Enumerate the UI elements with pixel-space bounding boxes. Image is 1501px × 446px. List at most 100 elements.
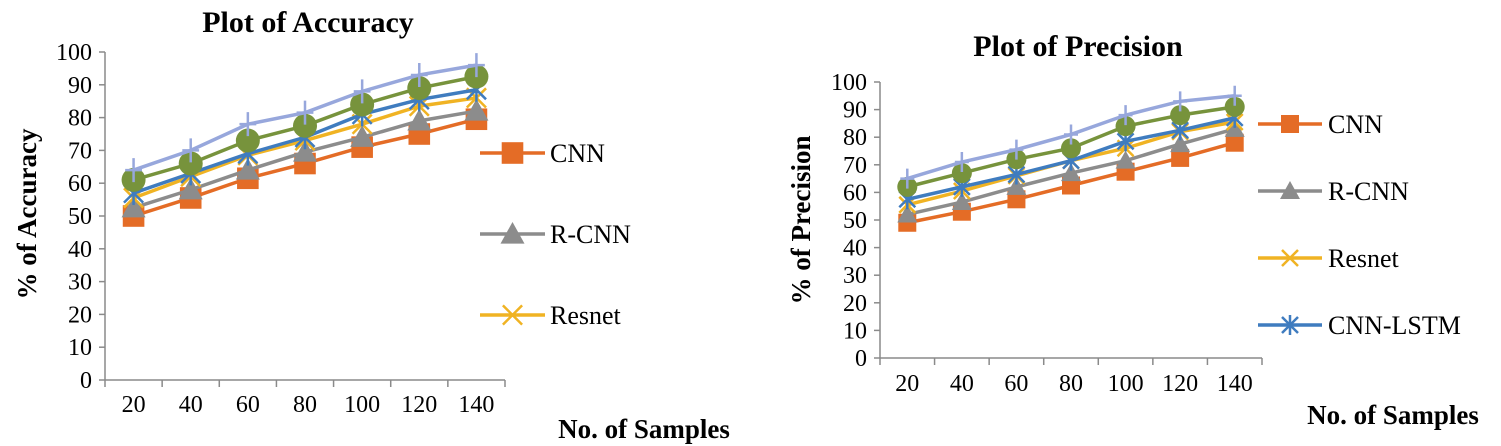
- legend-marker-resnet: [502, 304, 523, 326]
- data-point-series6: [296, 100, 314, 125]
- legend-item-r-cnn: R-CNN: [1258, 177, 1409, 206]
- x-tick-label: 100: [1108, 371, 1144, 397]
- legend-marker-r-cnn: [1280, 181, 1300, 199]
- y-tick-label: 80: [843, 125, 867, 151]
- legend-marker-r-cnn: [500, 222, 525, 244]
- y-tick-label: 30: [68, 270, 92, 296]
- y-tick-label: 90: [68, 73, 92, 99]
- y-tick-label: 20: [843, 291, 867, 317]
- data-point-r-cnn: [1006, 176, 1027, 195]
- legend-label-cnn: CNN: [1328, 110, 1383, 139]
- y-tick-label: 100: [831, 70, 867, 96]
- legend-item-resnet: Resnet: [1258, 244, 1400, 273]
- data-point-series5: [293, 113, 317, 138]
- data-point-r-cnn: [407, 108, 432, 131]
- y-tick-label: 40: [68, 237, 92, 263]
- y-tick-label: 20: [68, 302, 92, 328]
- data-point-series6: [239, 112, 257, 137]
- data-point-cnn: [1171, 148, 1190, 167]
- y-tick-label: 30: [843, 263, 867, 289]
- legend-marker-cnn: [1281, 115, 1299, 133]
- data-point-series5: [1224, 96, 1245, 117]
- data-point-r-cnn: [897, 204, 918, 223]
- x-tick-label: 120: [1162, 371, 1198, 397]
- x-tick-label: 40: [179, 392, 203, 418]
- y-tick-label: 60: [843, 180, 867, 206]
- legend-label-cnn-lstm: CNN-LSTM: [1328, 311, 1461, 340]
- data-point-series6: [954, 152, 969, 173]
- x-tick-label: 100: [344, 392, 380, 418]
- y-tick-label: 100: [56, 40, 92, 66]
- precision-chart: Plot of Precision No. of Samples % of Pr…: [786, 30, 1479, 430]
- x-tick-label: 140: [458, 392, 494, 418]
- x-tick-label: 60: [236, 392, 260, 418]
- data-point-series5: [1170, 105, 1191, 126]
- data-point-r-cnn: [178, 177, 203, 200]
- x-tick-label: 80: [293, 392, 317, 418]
- y-tick-label: 0: [855, 346, 867, 372]
- y-tick-label: 70: [843, 153, 867, 179]
- x-tick-label: 20: [895, 371, 919, 397]
- legend-label-resnet: Resnet: [1328, 244, 1400, 273]
- y-tick-label: 10: [68, 335, 92, 361]
- y-tick-label: 40: [843, 236, 867, 262]
- accuracy-chart: Plot of Accuracy No. of Samples % of Acc…: [12, 6, 730, 444]
- y-tick-label: 0: [80, 368, 92, 394]
- legend-marker-cnn-lstm: [1281, 315, 1299, 335]
- precision-x-axis-label: No. of Samples: [1307, 400, 1479, 430]
- x-tick-label: 80: [1059, 371, 1083, 397]
- data-point-series5: [178, 151, 203, 176]
- data-point-series5: [350, 92, 375, 117]
- data-point-r-cnn: [1170, 134, 1191, 153]
- data-point-series5: [1115, 116, 1136, 137]
- data-point-r-cnn: [1115, 150, 1136, 169]
- y-tick-label: 70: [68, 138, 92, 164]
- x-tick-label: 60: [1004, 371, 1028, 397]
- data-point-series6: [900, 168, 915, 189]
- data-point-series6: [1009, 139, 1024, 160]
- legend-item-cnn: CNN: [1258, 110, 1383, 139]
- legend-label-r-cnn: R-CNN: [1328, 177, 1409, 206]
- precision-y-axis-label: % of Precision: [786, 136, 816, 305]
- legend-marker-cnn: [501, 142, 524, 164]
- legend-item-cnn: CNN: [480, 139, 605, 168]
- accuracy-y-axis-label: % of Accuracy: [12, 128, 42, 299]
- data-point-cnn: [1225, 133, 1244, 152]
- precision-chart-title: Plot of Precision: [973, 30, 1183, 63]
- data-point-series5: [235, 128, 260, 153]
- data-point-series6: [353, 79, 371, 104]
- x-tick-label: 140: [1217, 371, 1253, 397]
- legend-item-cnn-lstm: CNN-LSTM: [1258, 311, 1461, 340]
- legend-marker-resnet: [1281, 249, 1299, 267]
- data-point-series5: [1061, 138, 1081, 159]
- data-point-series5: [951, 163, 972, 184]
- legend-item-r-cnn: R-CNN: [480, 220, 631, 249]
- data-point-series6: [125, 158, 142, 183]
- data-point-r-cnn: [350, 125, 375, 147]
- legend-label-r-cnn: R-CNN: [550, 220, 631, 249]
- legend-label-resnet: Resnet: [550, 301, 622, 330]
- data-point-series6: [1227, 85, 1242, 106]
- data-point-series6: [1118, 105, 1133, 126]
- data-point-r-cnn: [1224, 118, 1245, 137]
- data-point-r-cnn: [1061, 163, 1081, 182]
- data-point-r-cnn: [235, 158, 260, 180]
- y-tick-label: 60: [68, 171, 92, 197]
- legend-item-resnet: Resnet: [480, 301, 622, 330]
- y-tick-label: 90: [843, 98, 867, 124]
- y-tick-label: 50: [68, 204, 92, 230]
- x-tick-label: 20: [122, 392, 146, 418]
- data-point-r-cnn: [121, 195, 146, 218]
- y-tick-label: 80: [68, 106, 92, 132]
- y-tick-label: 50: [843, 208, 867, 234]
- data-point-series6: [1173, 91, 1188, 112]
- x-tick-label: 120: [401, 392, 437, 418]
- data-point-r-cnn: [293, 140, 317, 162]
- accuracy-chart-title: Plot of Accuracy: [202, 6, 414, 39]
- data-point-series6: [1064, 124, 1078, 145]
- data-point-r-cnn: [951, 192, 972, 211]
- accuracy-x-axis-label: No. of Samples: [558, 414, 730, 444]
- data-point-series6: [468, 53, 485, 78]
- data-point-series6: [410, 62, 428, 87]
